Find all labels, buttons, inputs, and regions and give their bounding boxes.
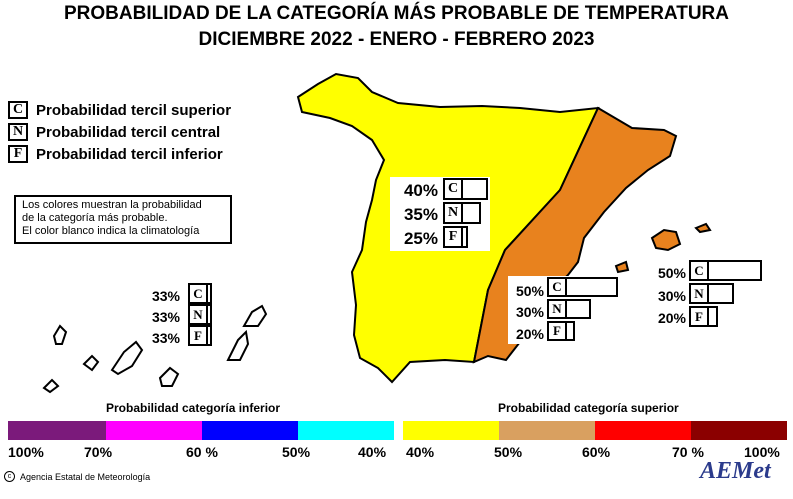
bar-baleares-c: C (689, 260, 762, 281)
colorbar-inferior-100-70 (8, 421, 106, 440)
legend-item-central: N Probabilidad tercil central (8, 122, 220, 142)
credit-line: c Agencia Estatal de Meteorología (4, 471, 150, 482)
credit-text: Agencia Estatal de Meteorología (20, 471, 151, 482)
bar-west-n: N (443, 202, 481, 224)
bar-baleares-n: N (689, 283, 734, 304)
colorbar-superior-title: Probabilidad categoría superior (498, 401, 679, 415)
legend-code-c: C (8, 101, 28, 119)
note-line-1: Los colores muestran la probabilidad (22, 199, 202, 211)
bar-canarias-n-code: N (190, 306, 208, 323)
colorbar-inferior-title: Probabilidad categoría inferior (106, 401, 281, 415)
bar-west-f: F (443, 226, 468, 248)
tick-superior-50: 50% (494, 444, 523, 460)
bar-canarias-c-code: C (190, 285, 208, 302)
prob-west-c: 40% (403, 181, 438, 200)
prob-baleares-c: 50% (657, 265, 686, 281)
colorbar-inferior-60-50 (202, 421, 298, 440)
bar-west-f-code: F (445, 228, 463, 246)
island-ibiza (614, 260, 630, 274)
legend-code-n: N (8, 123, 28, 141)
prob-east-n: 30% (515, 304, 544, 320)
prob-canarias-f: 33% (151, 330, 180, 346)
legend-label-inferior: Probabilidad tercil inferior (36, 145, 223, 163)
explanatory-note: Los colores muestran la probabilidad de … (14, 195, 232, 244)
prob-east-f: 20% (515, 326, 544, 342)
bar-canarias-c: C (188, 283, 212, 304)
island-canary-5 (82, 354, 100, 372)
colorbar-superior-50-60 (499, 421, 595, 440)
bar-east-n: N (547, 299, 591, 319)
tick-superior-40: 40% (406, 444, 435, 460)
prob-canarias-n: 33% (151, 309, 180, 325)
tick-inferior-60: 60 % (186, 444, 218, 460)
legend-label-superior: Probabilidad tercil superior (36, 101, 232, 119)
legend-label-central: Probabilidad tercil central (36, 123, 221, 141)
colorbar-superior-40-50 (403, 421, 499, 440)
map-subtitle: DICIEMBRE 2022 - ENERO - FEBRERO 2023 (198, 29, 595, 50)
island-canary-2 (226, 329, 250, 361)
tick-superior-60: 60% (582, 444, 611, 460)
prob-canarias-c: 33% (151, 288, 180, 304)
bar-canarias-n: N (188, 304, 212, 325)
colorbar-superior-70-100 (691, 421, 787, 440)
prob-east-c: 50% (515, 283, 544, 299)
copyright-icon: c (4, 471, 15, 482)
bar-canarias-f: F (188, 325, 212, 346)
island-canary-3 (110, 340, 144, 376)
tick-inferior-50: 50% (282, 444, 311, 460)
island-canary-6 (52, 324, 68, 345)
bar-west-c: C (443, 178, 488, 200)
bar-east-f: F (547, 321, 575, 341)
tick-inferior-40: 40% (358, 444, 387, 460)
island-mallorca (650, 228, 682, 252)
tick-superior-70: 70 % (672, 444, 704, 460)
prob-west-n: 35% (403, 205, 438, 224)
prob-baleares-f: 20% (657, 310, 686, 326)
prob-west-f: 25% (403, 229, 438, 248)
bar-canarias-f-code: F (190, 327, 208, 344)
colorbar-inferior-70-60 (106, 421, 202, 440)
bar-east-c-code: C (549, 279, 567, 295)
bar-east-c: C (547, 277, 618, 297)
note-line-3: El color blanco indica la climatología (22, 225, 200, 237)
aemet-logo: AEMet (700, 458, 771, 484)
tick-inferior-100: 100% (8, 444, 44, 460)
bar-west-c-code: C (445, 180, 463, 198)
map-title: PROBABILIDAD DE LA CATEGORÍA MÁS PROBABL… (64, 3, 729, 24)
island-menorca (694, 222, 712, 234)
bar-baleares-f: F (689, 306, 718, 327)
bar-baleares-f-code: F (691, 308, 709, 325)
bar-east-n-code: N (549, 301, 567, 317)
legend-item-inferior: F Probabilidad tercil inferior (8, 144, 223, 164)
colorbar-inferior-50-40 (298, 421, 394, 440)
bar-baleares-n-code: N (691, 285, 709, 302)
legend-code-f: F (8, 145, 28, 163)
colorbar-superior-60-70 (595, 421, 691, 440)
bar-east-f-code: F (549, 323, 567, 339)
bar-west-n-code: N (445, 204, 463, 222)
island-canary-1 (242, 304, 268, 327)
prob-baleares-n: 30% (657, 288, 686, 304)
island-canary-7 (42, 378, 60, 394)
tick-inferior-70: 70% (84, 444, 113, 460)
tick-superior-100: 100% (744, 444, 780, 460)
note-line-2: de la categoría más probable. (22, 212, 168, 224)
legend-item-superior: C Probabilidad tercil superior (8, 100, 231, 120)
island-canary-4 (158, 366, 180, 387)
bar-baleares-c-code: C (691, 262, 709, 279)
